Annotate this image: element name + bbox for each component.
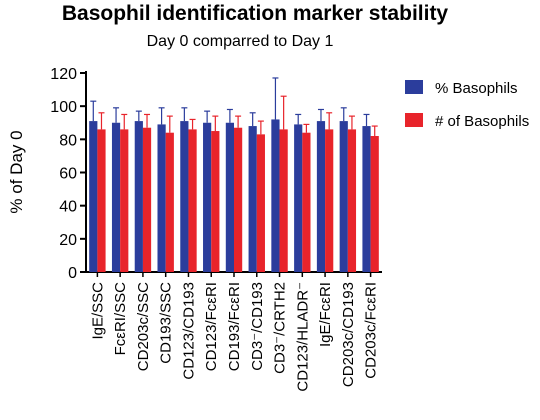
bar bbox=[142, 127, 152, 272]
plot-area: 0 20 40 60 80 100 120 IgE/SSC FcεRI/SSC CD203c/SS… bbox=[50, 66, 382, 392]
bar bbox=[339, 121, 348, 272]
bar bbox=[89, 121, 98, 272]
x-category-label: IgE/SSC bbox=[89, 282, 106, 340]
legend-label: # of Basophils bbox=[435, 113, 529, 130]
bar bbox=[111, 122, 121, 272]
bar bbox=[120, 129, 129, 272]
legend: % Basophils # of Basophils bbox=[405, 80, 529, 130]
y-axis-label: % of Day 0 bbox=[7, 130, 26, 213]
x-category-label: CD203c/CD193 bbox=[340, 282, 357, 387]
bar bbox=[362, 126, 371, 272]
bar bbox=[325, 129, 334, 272]
x-category-label: CD203c/FcεRI bbox=[363, 282, 380, 379]
bar bbox=[211, 131, 220, 272]
bar bbox=[347, 129, 357, 272]
bar bbox=[294, 124, 303, 273]
x-category-label: CD203c/SSC bbox=[135, 282, 152, 371]
bar bbox=[316, 121, 326, 272]
bar bbox=[234, 127, 243, 272]
bar bbox=[180, 121, 189, 272]
bar bbox=[248, 126, 257, 272]
x-category-label: CD3⁻/CD193 bbox=[249, 282, 266, 371]
x-category-label: CD3⁻/CRTH2 bbox=[272, 282, 289, 374]
bar bbox=[370, 136, 379, 272]
legend-swatch bbox=[405, 80, 423, 94]
y-tick-label: 40 bbox=[59, 199, 77, 216]
y-tick-label: 80 bbox=[59, 132, 77, 149]
x-category-label: CD123/FcεRI bbox=[203, 282, 220, 371]
x-category-label: CD123/HLADR⁻ bbox=[294, 282, 311, 392]
y-tick-label: 0 bbox=[68, 265, 77, 282]
bar bbox=[134, 121, 143, 272]
legend-swatch bbox=[405, 113, 423, 127]
bar bbox=[302, 132, 311, 272]
legend-label: % Basophils bbox=[435, 80, 518, 97]
bar bbox=[165, 132, 174, 272]
x-category-label: CD193/SSC bbox=[158, 282, 175, 364]
x-category-label: IgE/FcεRI bbox=[317, 282, 334, 347]
y-tick-label: 20 bbox=[59, 232, 77, 249]
x-category-label: FcεRI/SSC bbox=[112, 282, 129, 356]
bar bbox=[188, 129, 197, 272]
bar bbox=[157, 124, 166, 273]
bar bbox=[271, 119, 280, 272]
bar bbox=[203, 122, 212, 272]
bar bbox=[225, 122, 234, 272]
x-category-label: CD123/CD193 bbox=[180, 282, 197, 380]
chart-title: Basophil identification marker stability bbox=[62, 2, 449, 25]
bar bbox=[256, 134, 265, 272]
bar bbox=[97, 129, 106, 272]
y-tick-label: 120 bbox=[50, 66, 77, 83]
chart-subtitle: Day 0 comparred to Day 1 bbox=[147, 33, 334, 50]
bar bbox=[279, 129, 288, 272]
x-category-label: CD193/FcεRI bbox=[226, 282, 243, 371]
y-tick-label: 100 bbox=[50, 99, 77, 116]
y-tick-label: 60 bbox=[59, 166, 77, 183]
